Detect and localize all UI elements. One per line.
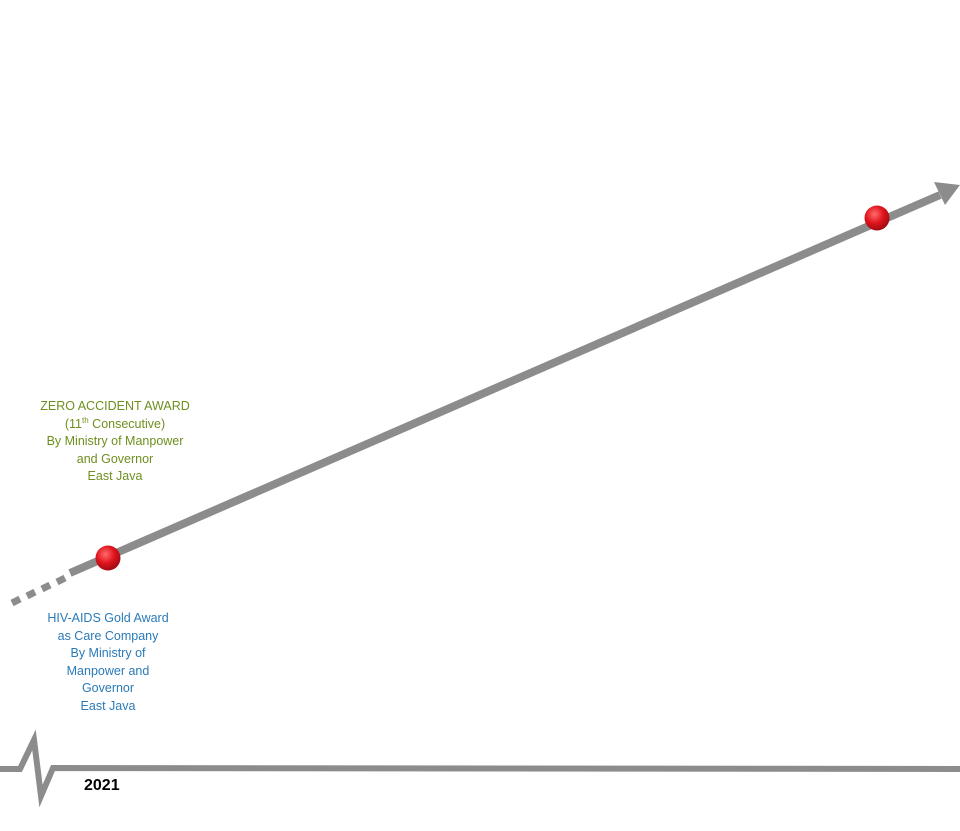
zero-accident-issuer: By Ministry of Manpower: [46, 434, 184, 448]
timeline-baseline: [0, 729, 960, 808]
hiv-aids-award-label: HIV-AIDS Gold Award as Care Company By M…: [18, 610, 198, 715]
hiv-aids-title: HIV-AIDS Gold Award: [47, 611, 169, 625]
trend-arrow-shaft: [68, 191, 942, 577]
hiv-aids-issuer-2: Manpower and: [66, 663, 150, 678]
dash-4: [55, 574, 67, 586]
dash-3: [40, 581, 52, 593]
hiv-aids-issuer: By Ministry of: [70, 646, 146, 660]
zero-accident-consecutive: (11th Consecutive): [64, 415, 166, 431]
dash-2: [25, 588, 37, 600]
dash-1: [10, 595, 22, 607]
hiv-aids-subtitle: as Care Company: [57, 628, 159, 643]
trend-arrow-head: [934, 182, 960, 205]
hiv-aids-issuer-3: Governor: [81, 681, 135, 695]
hiv-aids-region: East Java: [80, 698, 136, 713]
zero-accident-region: East Java: [87, 469, 143, 483]
year-label-2021: 2021: [84, 777, 120, 794]
marker-dot-2021: [95, 545, 121, 571]
zero-accident-issuer-2: and Governor: [76, 451, 154, 466]
zero-accident-title: ZERO ACCIDENT AWARD: [40, 399, 190, 413]
zero-accident-award-label: ZERO ACCIDENT AWARD (11th Consecutive) B…: [20, 398, 210, 486]
trend-dotted-tail: [10, 574, 67, 607]
marker-dot-latest: [864, 205, 890, 231]
